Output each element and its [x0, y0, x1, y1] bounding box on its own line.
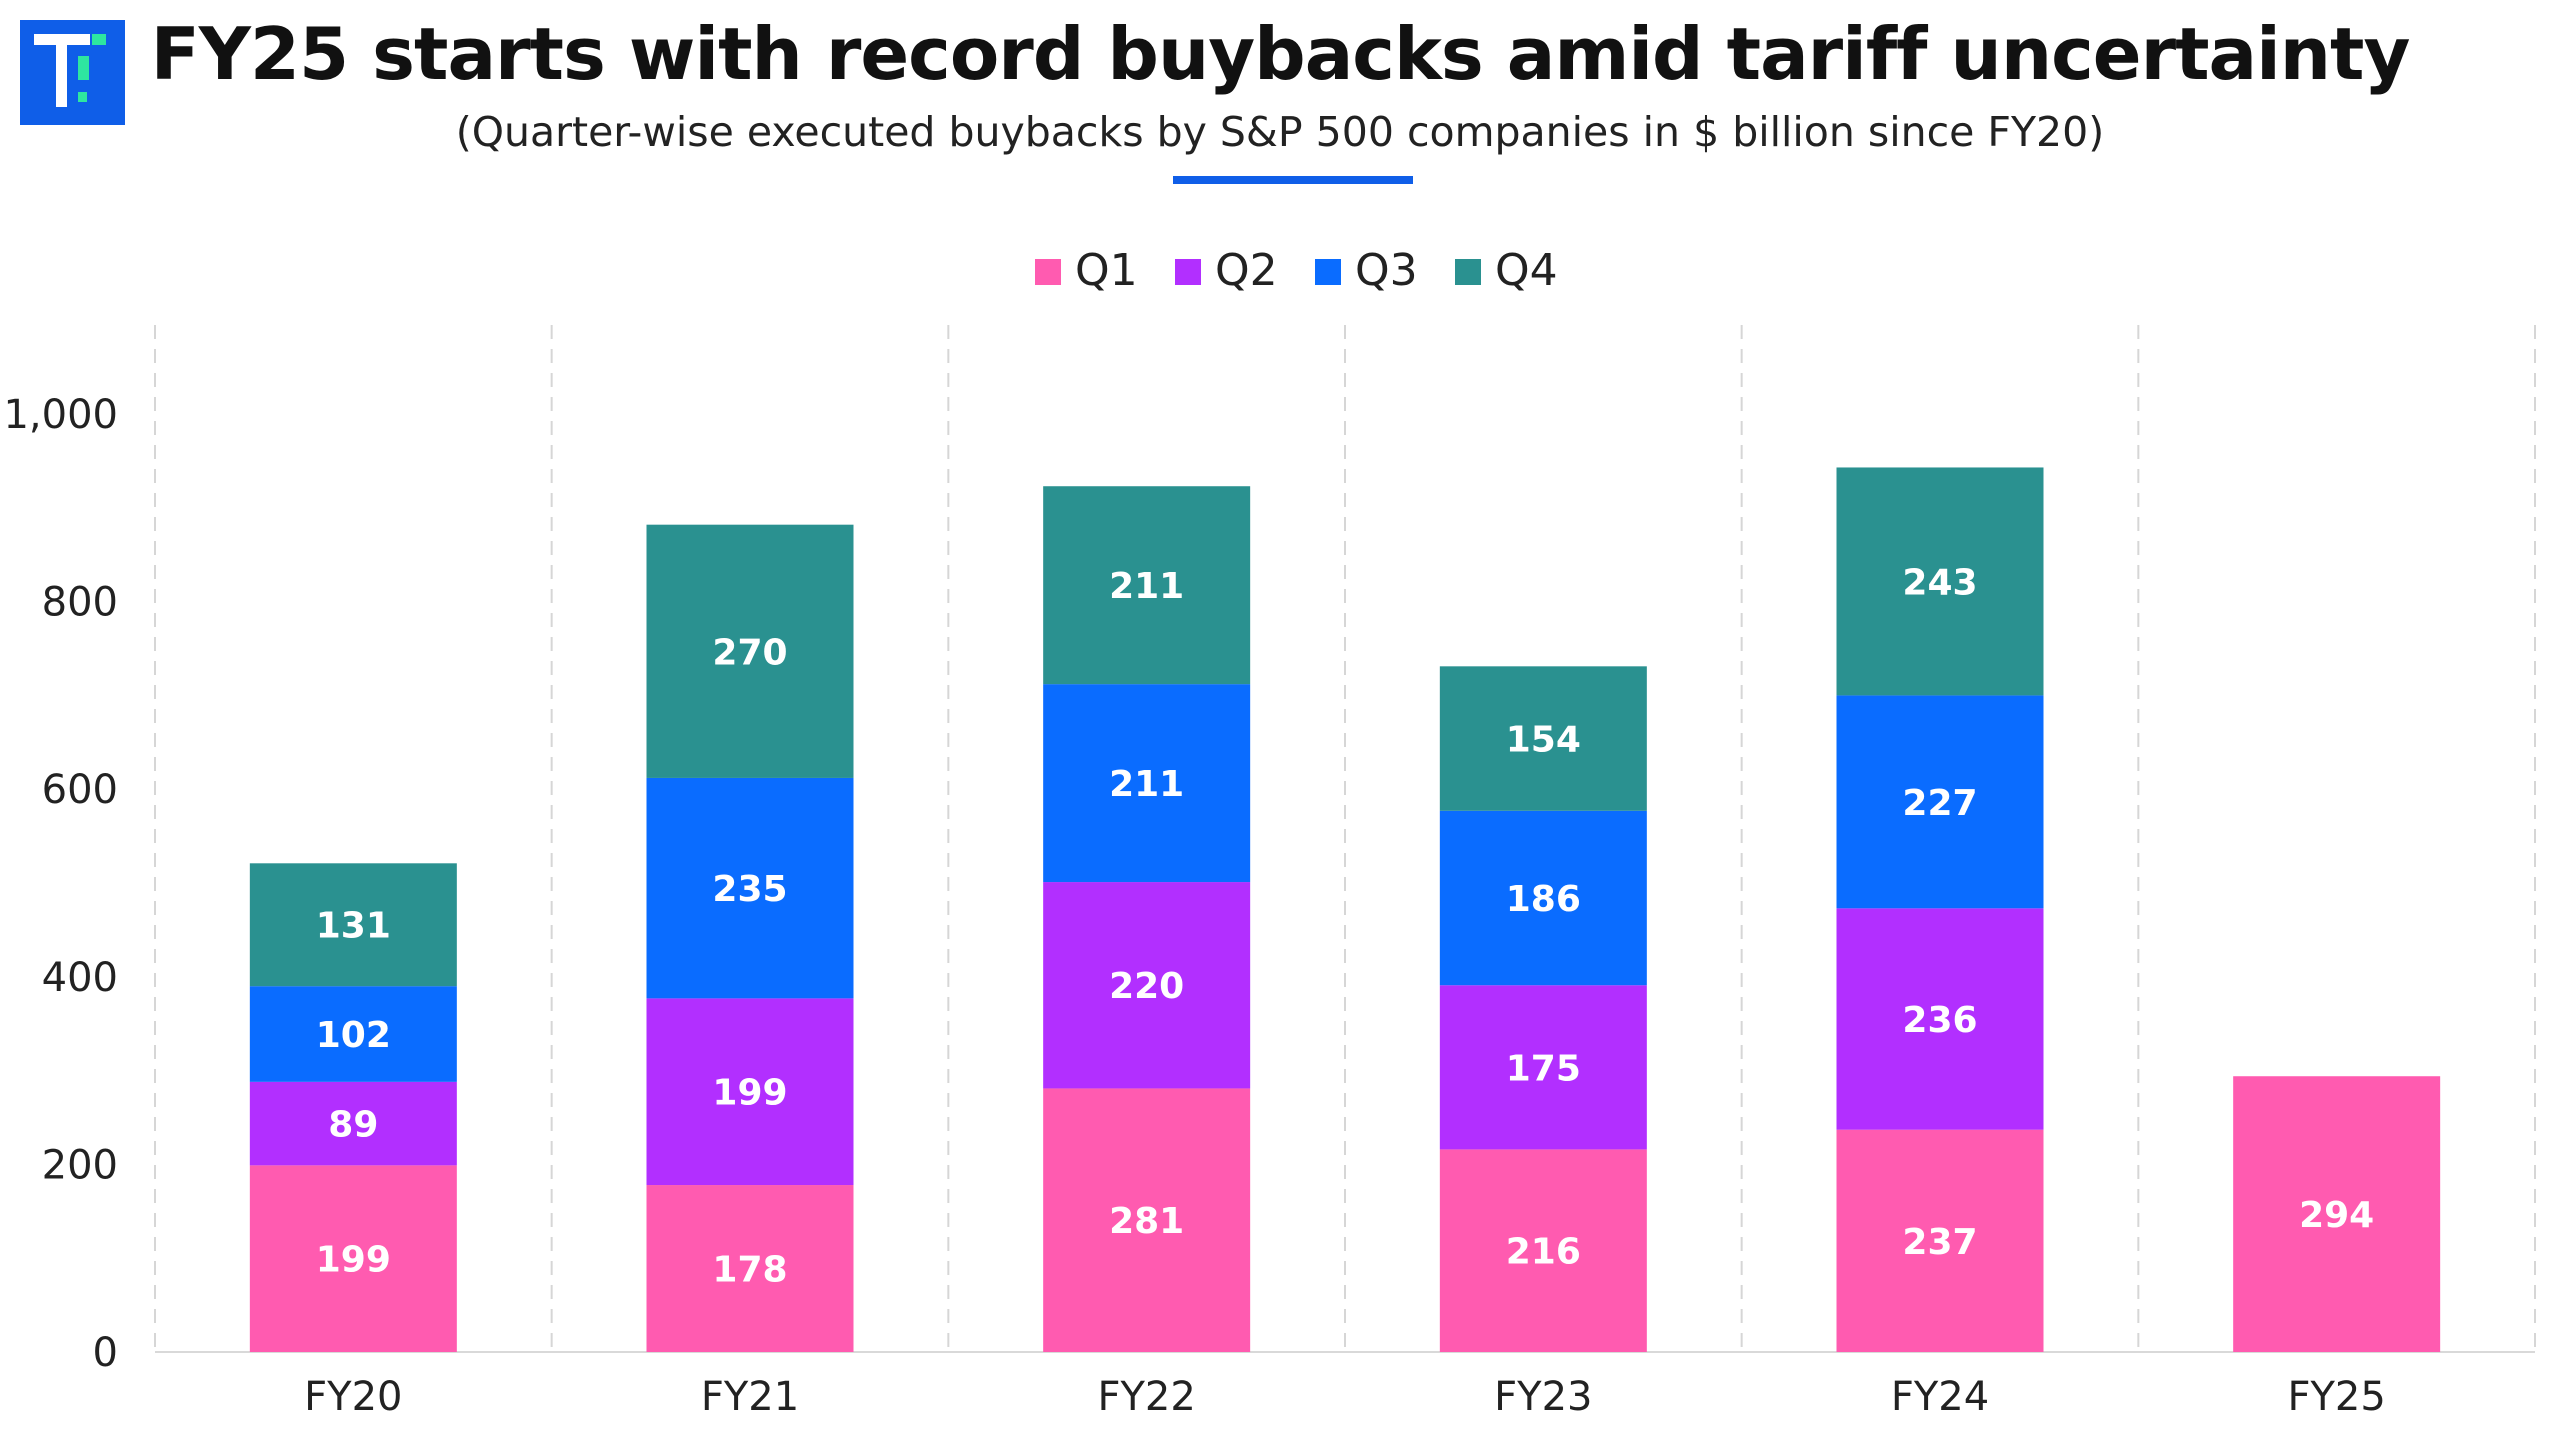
bar-segment	[1043, 882, 1251, 1089]
legend-swatch	[1315, 259, 1341, 285]
legend-swatch	[1035, 259, 1061, 285]
bar-segment	[646, 998, 854, 1186]
data-label: 102	[316, 1015, 391, 1056]
subtitle-accent-underline	[1173, 176, 1413, 184]
data-label: 154	[1506, 720, 1581, 761]
bar-segment	[249, 1165, 457, 1352]
chart-title: FY25 starts with record buybacks amid ta…	[150, 12, 2411, 96]
y-tick-label: 400	[42, 955, 118, 1001]
data-label: 236	[1902, 1000, 1977, 1041]
bar-segment	[1439, 666, 1647, 811]
data-label: 175	[1506, 1048, 1581, 1089]
y-tick-label: 200	[42, 1142, 118, 1188]
y-tick-label: 600	[42, 767, 118, 813]
y-tick-label: 1,000	[3, 392, 118, 438]
chart-subtitle: (Quarter-wise executed buybacks by S&P 5…	[455, 108, 2105, 156]
data-label: 220	[1109, 966, 1184, 1007]
bar-segment	[1836, 467, 2044, 696]
data-label: 178	[712, 1250, 787, 1291]
data-label: 294	[2299, 1195, 2374, 1236]
bar-segment	[1043, 486, 1251, 685]
legend-label: Q1	[1075, 245, 1138, 296]
bar-segment	[646, 777, 854, 999]
y-tick-label: 0	[93, 1330, 118, 1376]
legend-label: Q4	[1495, 245, 1558, 296]
bar-segment	[1439, 810, 1647, 986]
x-tick-label: FY24	[1891, 1374, 1989, 1420]
x-tick-label: FY20	[304, 1374, 402, 1420]
data-label: 211	[1109, 764, 1184, 805]
legend-swatch	[1455, 259, 1481, 285]
data-label: 89	[328, 1105, 378, 1146]
data-label: 186	[1506, 879, 1581, 920]
bar-segment	[1043, 1088, 1251, 1352]
data-label: 281	[1109, 1201, 1184, 1242]
data-label: 243	[1902, 562, 1977, 603]
x-tick-label: FY22	[1097, 1374, 1195, 1420]
bar-segment	[1439, 1149, 1647, 1352]
data-label: 199	[712, 1073, 787, 1114]
bar-segment	[249, 986, 457, 1082]
y-tick-label: 800	[42, 580, 118, 626]
bar-segment	[646, 524, 854, 778]
bar-segment	[249, 863, 457, 987]
data-label: 199	[316, 1240, 391, 1281]
legend-label: Q3	[1355, 245, 1418, 296]
x-tick-label: FY21	[701, 1374, 799, 1420]
bar-segment	[1043, 684, 1251, 883]
bar-segment	[1836, 695, 2044, 909]
data-label: 227	[1902, 783, 1977, 824]
bar-segment	[1439, 985, 1647, 1150]
legend-label: Q2	[1215, 245, 1278, 296]
x-tick-label: FY25	[2287, 1374, 2385, 1420]
bar-segment	[2233, 1076, 2441, 1352]
bar-segment	[1836, 1129, 2044, 1352]
data-label: 216	[1506, 1232, 1581, 1273]
brand-logo-icon	[20, 20, 125, 125]
bar-segment	[249, 1081, 457, 1166]
data-label: 131	[316, 906, 391, 947]
bar-segment	[646, 1185, 854, 1352]
data-label: 211	[1109, 566, 1184, 607]
x-tick-label: FY23	[1494, 1374, 1592, 1420]
data-label: 237	[1902, 1222, 1977, 1263]
bar-segment	[1836, 908, 2044, 1130]
data-label: 270	[712, 632, 787, 673]
legend-swatch	[1175, 259, 1201, 285]
data-label: 235	[712, 869, 787, 910]
